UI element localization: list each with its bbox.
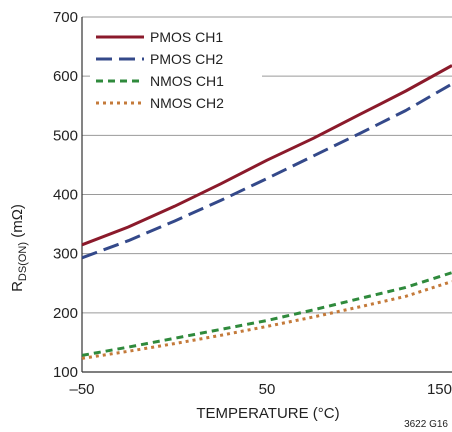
y-axis-title-main: R: [9, 281, 26, 292]
x-tick-label-0: –50: [69, 381, 94, 398]
y-axis-title-unit: (mΩ): [9, 204, 26, 242]
legend-label-pmos-ch2: PMOS CH2: [150, 51, 223, 67]
legend: PMOS CH1 PMOS CH2 NMOS CH1 NMOS CH2: [90, 22, 262, 122]
series-line-nmos-ch2: [81, 280, 452, 360]
y-tick-label-200: 200: [53, 305, 78, 322]
series-lines: [81, 64, 452, 360]
y-tick-label-700: 700: [53, 9, 78, 26]
series-line-pmos-ch1: [81, 64, 452, 247]
axes: 100 200 300 400 500 600 700 –50 50 150: [53, 9, 452, 398]
y-tick-label-600: 600: [53, 68, 78, 85]
x-tick-label-2: 150: [427, 381, 452, 398]
y-tick-label-500: 500: [53, 127, 78, 144]
legend-label-pmos-ch1: PMOS CH1: [150, 29, 223, 45]
x-axis-title: TEMPERATURE (°C): [196, 405, 339, 422]
x-tick-label-1: 50: [259, 381, 276, 398]
y-tick-label-100: 100: [53, 364, 78, 381]
y-axis-title-subscript: DS(ON): [17, 242, 29, 281]
legend-label-nmos-ch1: NMOS CH1: [150, 73, 224, 89]
series-line-nmos-ch1: [81, 271, 452, 357]
y-tick-label-300: 300: [53, 246, 78, 263]
legend-label-nmos-ch2: NMOS CH2: [150, 95, 224, 111]
figure-id: 3622 G16: [404, 419, 448, 430]
legend-background: [90, 22, 262, 122]
y-axis-title: RDS(ON) (mΩ): [9, 204, 29, 292]
y-tick-label-400: 400: [53, 187, 78, 204]
